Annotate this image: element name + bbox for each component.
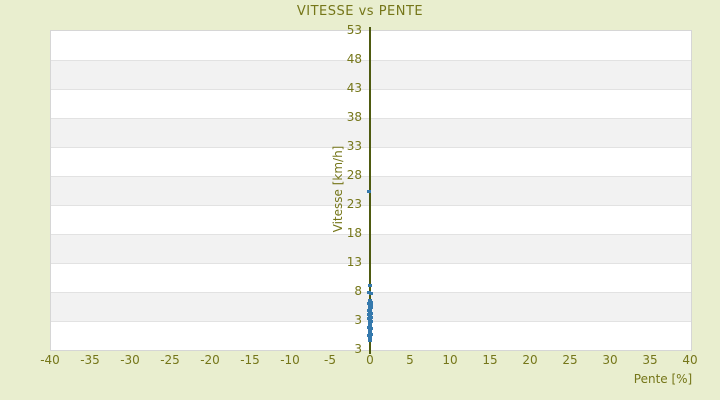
x-tick-label: 0 <box>366 353 374 367</box>
plot-band <box>51 147 691 176</box>
data-point-marker <box>368 283 373 287</box>
data-point-marker <box>367 190 372 194</box>
y-tick-label: 53 <box>346 23 362 37</box>
x-tick-label: 20 <box>522 353 538 367</box>
x-tick-label: -40 <box>40 353 60 367</box>
plot-band <box>51 234 691 263</box>
x-tick-label: 5 <box>406 353 414 367</box>
gridline <box>51 147 691 148</box>
x-tick-label: -5 <box>324 353 336 367</box>
x-tick-label: -15 <box>240 353 260 367</box>
data-point-marker <box>368 300 373 304</box>
y-tick-label: 13 <box>346 255 362 269</box>
data-point-marker <box>368 338 372 342</box>
y-axis-title: Vitesse [km/h] <box>331 145 345 232</box>
plot-band <box>51 205 691 234</box>
plot-band <box>51 263 691 292</box>
y-tick-label: 28 <box>346 168 362 182</box>
data-point-marker <box>368 315 373 319</box>
y-tick-label: 3 <box>354 313 362 327</box>
x-tick-label: -20 <box>200 353 220 367</box>
y-tick-label: 8 <box>354 284 362 298</box>
gridline <box>51 60 691 61</box>
x-tick-label: 10 <box>442 353 458 367</box>
y-tick-label: 48 <box>346 52 362 66</box>
x-tick-label: 35 <box>642 353 658 367</box>
x-axis-title: Pente [%] <box>633 372 693 386</box>
x-tick-label: -35 <box>80 353 100 367</box>
data-point-marker <box>368 335 372 339</box>
y-tick-label: 33 <box>346 139 362 153</box>
data-point-marker <box>368 321 373 325</box>
y-tick-label: 43 <box>346 81 362 95</box>
gridline <box>51 176 691 177</box>
y-tick-label: 3 <box>354 342 362 356</box>
plot-band <box>51 89 691 118</box>
y-tick-label: 23 <box>346 197 362 211</box>
y-tick-label: 18 <box>346 226 362 240</box>
data-point-marker <box>368 337 373 341</box>
plot-band <box>51 31 691 60</box>
data-point-marker <box>368 298 372 302</box>
x-tick-label: -30 <box>120 353 140 367</box>
x-tick-label: -25 <box>160 353 180 367</box>
plot-band <box>51 118 691 147</box>
x-tick-label: 30 <box>602 353 618 367</box>
y-tick-label: 38 <box>346 110 362 124</box>
gridline <box>51 89 691 90</box>
gridline <box>51 234 691 235</box>
gridline <box>51 205 691 206</box>
plot-band <box>51 60 691 89</box>
gridline <box>51 263 691 264</box>
x-tick-label: 15 <box>482 353 498 367</box>
x-tick-label: -10 <box>280 353 300 367</box>
x-tick-label: 25 <box>562 353 578 367</box>
gridline <box>51 118 691 119</box>
chart-title: VITESSE vs PENTE <box>296 4 424 19</box>
data-point-marker <box>368 291 373 295</box>
x-tick-label: 40 <box>682 353 698 367</box>
